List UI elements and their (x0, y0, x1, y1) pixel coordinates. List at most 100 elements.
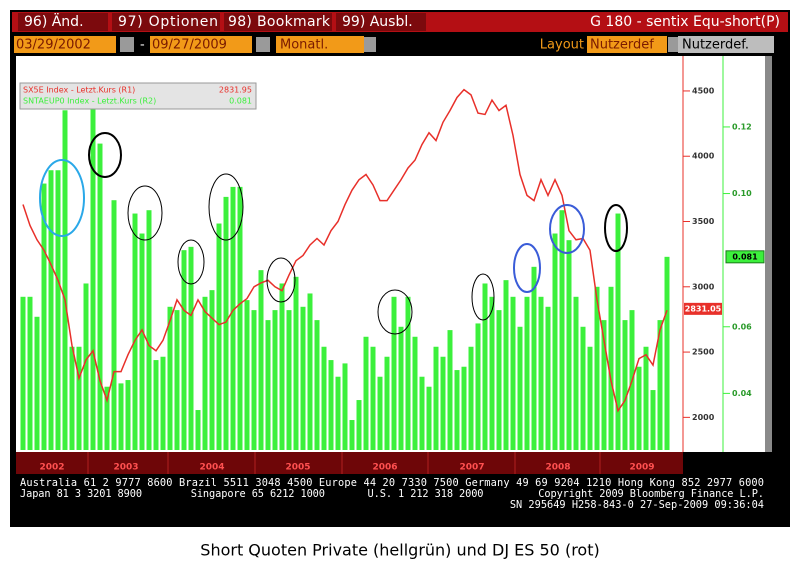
chart-layer: 2000 2500 3000 3500 4000 4500 0.04 0.06 0.10 0.12… (20, 86, 765, 474)
bar (293, 276, 299, 450)
bar (566, 240, 572, 450)
toolbar-item[interactable]: 97) Optionen (118, 14, 218, 30)
legend (19, 82, 257, 110)
bar (167, 306, 173, 450)
date-button[interactable] (256, 37, 270, 52)
toolbar-title: G 180 - sentix Equ-short(P) (590, 14, 780, 30)
annotation-circle (208, 173, 244, 241)
period-button[interactable] (364, 37, 376, 52)
toolbar-item[interactable]: 96) Änd. (24, 12, 84, 30)
bar (622, 320, 628, 450)
value-tag (725, 250, 765, 264)
bar (545, 306, 551, 450)
bar (356, 400, 362, 450)
bar (314, 320, 320, 450)
end-date[interactable]: 09/27/2009 (152, 38, 227, 53)
layout-arrow[interactable] (668, 37, 678, 52)
x-tick-label: 2008 (545, 463, 570, 473)
y2-tick-label: 0.10 (732, 189, 752, 198)
y-tick-label: 2500 (692, 348, 715, 357)
y2-tick-label: 0.12 (732, 122, 752, 131)
value-tag-label: 2831.05 (685, 304, 722, 313)
annotation-circle (177, 239, 205, 285)
date-button[interactable] (120, 37, 134, 52)
layout-button-label[interactable]: Nutzerdef. (682, 38, 749, 53)
toolbar-item[interactable]: 99) Ausbl. (342, 14, 413, 30)
toolbar-button[interactable] (224, 13, 332, 31)
bar (118, 383, 124, 450)
bar (391, 296, 397, 450)
y-tick-label: 2000 (692, 413, 715, 422)
x-tick-label: 2002 (39, 463, 64, 473)
bar (279, 283, 285, 450)
bar (307, 293, 313, 450)
bar (349, 420, 355, 450)
footer-line: SN 295649 H258-843-0 27-Sep-2009 09:36:0… (510, 499, 764, 511)
x-tick-label: 2003 (113, 463, 138, 473)
bar (62, 110, 68, 450)
footer-line: Australia 61 2 9777 8600 Brazil 5511 304… (20, 477, 764, 489)
legend-label: SNTAEUP0 Index - Letzt.Kurs (R2) (23, 97, 156, 106)
toolbar-button[interactable] (336, 13, 426, 31)
bar (41, 183, 47, 450)
footer-line: Japan 81 3 3201 8900 Singapore 65 6212 1… (20, 488, 764, 500)
legend-value: 2831.95 (219, 86, 252, 95)
y-tick-label: 4000 (692, 152, 715, 161)
start-date[interactable]: 03/29/2002 (16, 38, 91, 53)
bar (608, 286, 614, 450)
y-tick-label: 3000 (692, 282, 715, 291)
bar (27, 296, 33, 450)
bar (461, 366, 467, 450)
bar (419, 376, 425, 450)
annotation-circle (377, 289, 413, 335)
bar (216, 223, 222, 450)
bar (237, 186, 243, 450)
bar (468, 346, 474, 450)
annotation-circle (471, 273, 495, 321)
annotation-circle (39, 159, 85, 237)
toolbar-button[interactable] (112, 13, 220, 31)
period-field[interactable] (276, 36, 364, 53)
bar (48, 170, 54, 450)
bar (664, 256, 670, 450)
date-field[interactable] (150, 36, 252, 53)
bar (482, 283, 488, 450)
bar (426, 386, 432, 450)
bar (524, 296, 530, 450)
bar (643, 346, 649, 450)
date-field[interactable] (14, 36, 116, 53)
x-tick-label: 2006 (372, 463, 397, 473)
toolbar-button[interactable] (18, 13, 108, 31)
scrollbar[interactable] (765, 56, 772, 452)
bar (342, 363, 348, 450)
bar (538, 296, 544, 450)
y2-tick-label: 0.06 (732, 322, 752, 331)
legend-value: 0.081 (229, 97, 252, 106)
layout-button[interactable] (678, 36, 774, 53)
bar (55, 170, 61, 450)
bar (153, 360, 159, 450)
bar (258, 270, 264, 450)
layout-value[interactable]: Nutzerdef (590, 38, 654, 53)
toolbar-item[interactable]: 98) Bookmark (228, 14, 331, 30)
date-separator: - (140, 38, 145, 53)
bar (251, 310, 257, 450)
bar (321, 346, 327, 450)
bar (475, 323, 481, 450)
bar (587, 346, 593, 450)
x-tick-label: 2009 (629, 463, 654, 473)
x-tick-label: 2004 (199, 463, 224, 473)
y-tick-label: 4500 (692, 86, 715, 95)
layout-field[interactable] (587, 36, 667, 53)
bar (132, 213, 138, 450)
bar (594, 286, 600, 450)
legend-label: SX5E Index - Letzt.Kurs (R1) (23, 86, 135, 95)
annotation-circle (604, 204, 628, 252)
bar (83, 283, 89, 450)
line-series (22, 88, 668, 413)
bar (517, 326, 523, 450)
bar (90, 93, 96, 450)
period[interactable]: Monatl. (280, 38, 328, 53)
caption: Short Quoten Private (hellgrün) und DJ E… (200, 541, 599, 560)
